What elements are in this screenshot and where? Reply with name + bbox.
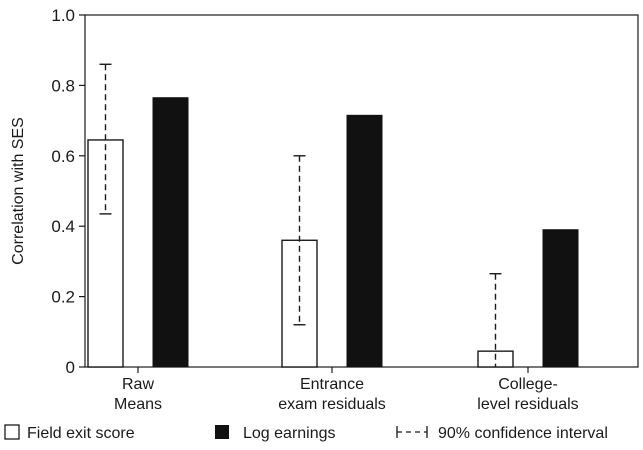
- x-tick-label: Raw: [122, 376, 154, 393]
- x-tick-label: level residuals: [477, 396, 578, 413]
- legend-label-confidence-interval: 90% confidence interval: [438, 425, 608, 442]
- y-tick-label: 0.6: [51, 147, 75, 166]
- y-tick-label: 0.4: [51, 217, 75, 236]
- y-tick-label: 0.2: [51, 288, 75, 307]
- legend-swatch-log-earnings: [215, 425, 229, 439]
- bar-log-earnings: [346, 114, 383, 368]
- bar-log-earnings: [542, 229, 579, 368]
- x-tick-label: College-: [498, 376, 558, 393]
- x-tick-label: exam residuals: [278, 396, 386, 413]
- bar-field-exit-score: [87, 139, 124, 368]
- legend-swatch-field-exit-score: [4, 424, 20, 440]
- y-tick-label: 1.0: [51, 6, 75, 25]
- x-tick-label: Means: [114, 396, 162, 413]
- legend-label-field-exit-score: Field exit score: [27, 425, 135, 442]
- bar-log-earnings: [152, 97, 189, 368]
- legend: Field exit score Log earnings 90% confiden…: [4, 424, 608, 442]
- y-tick-label: 0.8: [51, 76, 75, 95]
- y-tick-label: 0: [66, 358, 75, 377]
- x-tick-label: Entrance: [300, 376, 364, 393]
- legend-label-log-earnings: Log earnings: [243, 425, 336, 442]
- y-axis-label: Correlation with SES: [10, 117, 27, 265]
- plot-area: 0 0.2 0.4 0.6 0.8 1.0 Correlation with SES Raw M…: [10, 6, 639, 413]
